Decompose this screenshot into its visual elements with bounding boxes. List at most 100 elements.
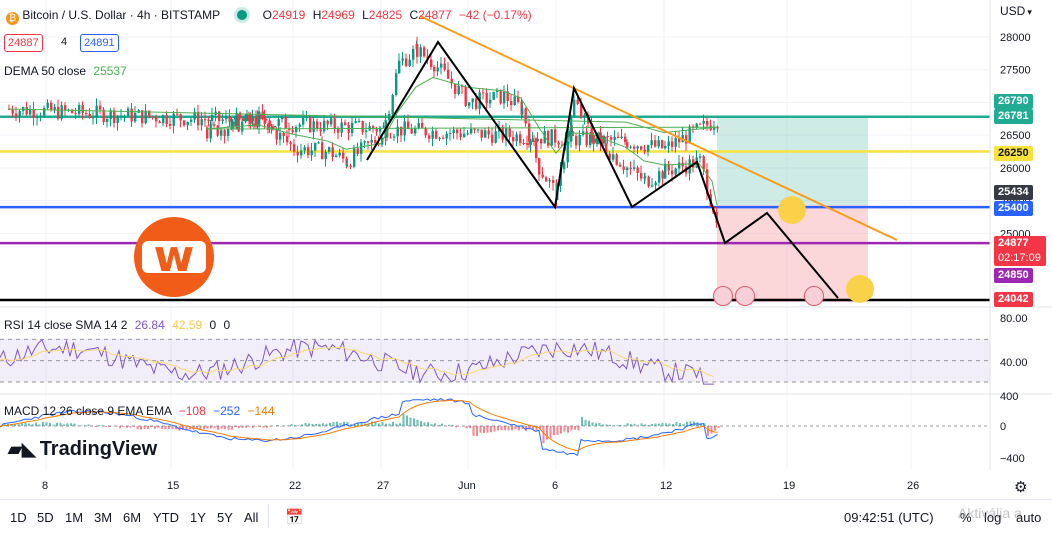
range-button-6m[interactable]: 6M [123,510,142,525]
ohlc-low: 24825 [368,8,403,22]
candle [454,83,457,94]
candle [197,111,200,126]
market-status-icon [237,10,248,20]
macd-histogram-bar [287,425,289,426]
macd-histogram-bar [598,422,601,426]
rsi-v3: 0 [209,318,217,332]
rsi-tick-label: 40.00 [1000,357,1028,369]
candle [367,141,370,143]
range-button-1y[interactable]: 1Y [190,510,206,525]
candle [130,108,133,122]
candle [699,156,702,158]
us-flag-event-icon[interactable] [713,286,733,306]
macd-histogram-bar [672,424,674,426]
candle [358,120,361,122]
candle [570,116,573,142]
macd-histogram-bar [133,426,135,427]
auto-toggle[interactable]: auto [1016,510,1042,525]
candle [261,111,264,119]
range-button-all[interactable]: All [244,510,259,525]
macd-histogram-bar [245,426,247,428]
range-button-5d[interactable]: 5D [37,510,54,525]
candle [674,138,677,147]
rsi-legend[interactable]: RSI 14 close SMA 14 2 26.84 42.59 0 0 [4,318,230,332]
candle [678,138,681,143]
us-flag-event-icon[interactable] [804,286,824,306]
candle [296,151,299,156]
candle [456,129,459,134]
candle [151,116,154,118]
macd-histogram-bar [402,414,405,426]
macd-tick-label: 0 [1000,421,1006,433]
candle [576,99,579,105]
candle [326,120,329,125]
macd-histogram-bar [686,421,688,426]
candle [485,92,488,104]
macd-histogram-bar [308,423,310,426]
macd-histogram-bar [679,423,681,426]
range-button-ytd[interactable]: YTD [153,510,179,525]
candle [538,158,541,175]
range-button-1d[interactable]: 1D [10,510,27,525]
candle [328,147,331,152]
macd-histogram-bar [609,424,611,426]
log-toggle[interactable]: log [984,510,1002,525]
candle [298,124,301,127]
gear-icon[interactable]: ⚙ [1014,479,1028,496]
dema-legend[interactable]: DEMA 50 close 25537 [4,64,127,78]
price-axis-tag: 26790 [994,94,1033,109]
macd-histogram-bar [395,423,398,426]
candle [521,108,524,115]
macd-histogram-bar [514,426,517,430]
range-button-5y[interactable]: 5Y [217,510,233,525]
candle [324,151,327,160]
price-tag-value: 25400 [998,202,1029,214]
resistance-trendline [419,15,898,241]
macd-histogram-bar [231,426,233,430]
macd-histogram-bar [161,426,163,429]
candle [636,146,639,149]
pointing-hand-icon [846,275,874,303]
candle [513,96,516,106]
candle [307,147,310,156]
candle [678,162,681,169]
candle [109,110,112,120]
dema-value: 25537 [93,64,127,78]
macd-histogram-bar [675,422,678,426]
calendar-icon[interactable]: 📅 [285,509,304,526]
candle [176,113,179,115]
macd-histogram-bar [255,426,258,427]
macd-histogram-bar [703,423,706,426]
macd-histogram-bar [633,423,636,426]
candle [405,58,408,67]
macd-histogram-bar [623,425,625,426]
range-button-1m[interactable]: 1M [65,510,84,525]
symbol-title[interactable]: Bitcoin / U.S. Dollar · 4h · BITSTAMP [22,8,220,22]
sell-price-button[interactable]: 24887 [4,34,43,52]
ohlc-change: −42 (−0.17%) [458,8,532,22]
candle [337,129,340,133]
range-button-3m[interactable]: 3M [94,510,113,525]
candle [435,130,438,139]
candle [706,121,709,126]
macd-legend[interactable]: MACD 12 26 close 9 EMA EMA −108 −252 −14… [4,404,275,418]
candle [356,148,359,154]
macd-histogram-bar [66,423,69,426]
candle [468,102,471,106]
clock-time[interactable]: 09:42:51 (UTC) [844,510,934,525]
macd-histogram-bar [168,426,170,429]
watermark-logo-icon: w [134,217,214,297]
us-flag-event-icon[interactable] [735,286,755,306]
candle [204,119,207,121]
macd-histogram-bar [591,422,594,426]
currency-selector[interactable]: USD ▾ [1000,4,1032,18]
candle [459,133,462,138]
macd-histogram-bar [539,426,541,429]
buy-price-button[interactable]: 24891 [80,34,119,52]
candle [312,121,315,132]
percent-toggle[interactable]: % [960,510,972,525]
candle [123,115,126,117]
tradingview-logo[interactable]: ▰◣ TradingView [8,438,157,461]
macd-histogram-bar [378,423,380,426]
